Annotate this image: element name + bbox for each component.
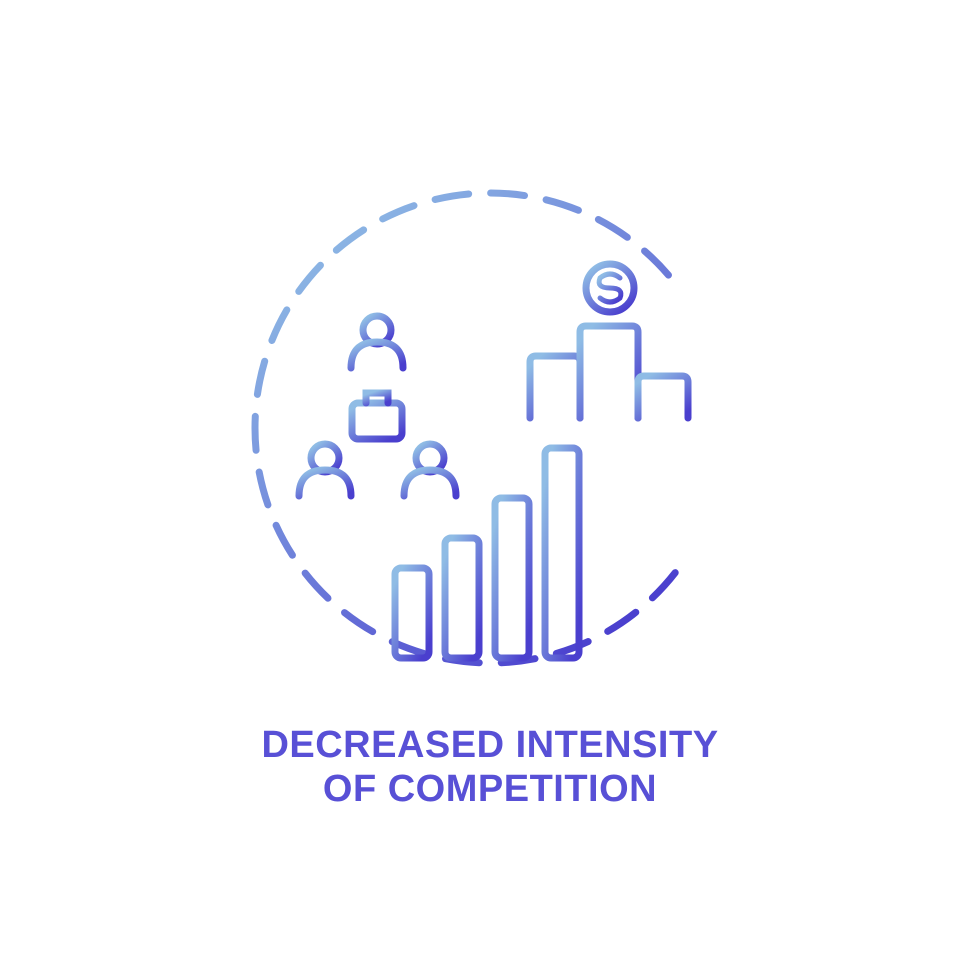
caption-line1: DECREASED INTENSITY bbox=[261, 724, 718, 768]
growth-bar-4 bbox=[545, 448, 579, 658]
concept-icon bbox=[230, 168, 750, 688]
podium-center bbox=[580, 326, 638, 418]
podium-left bbox=[530, 356, 580, 418]
podium-right bbox=[638, 376, 688, 418]
growth-bar-3 bbox=[495, 498, 529, 658]
growth-bar-2 bbox=[445, 538, 479, 658]
caption: DECREASED INTENSITY OF COMPETITION bbox=[261, 724, 718, 811]
caption-line2: OF COMPETITION bbox=[261, 768, 718, 812]
icon-svg bbox=[230, 168, 750, 688]
